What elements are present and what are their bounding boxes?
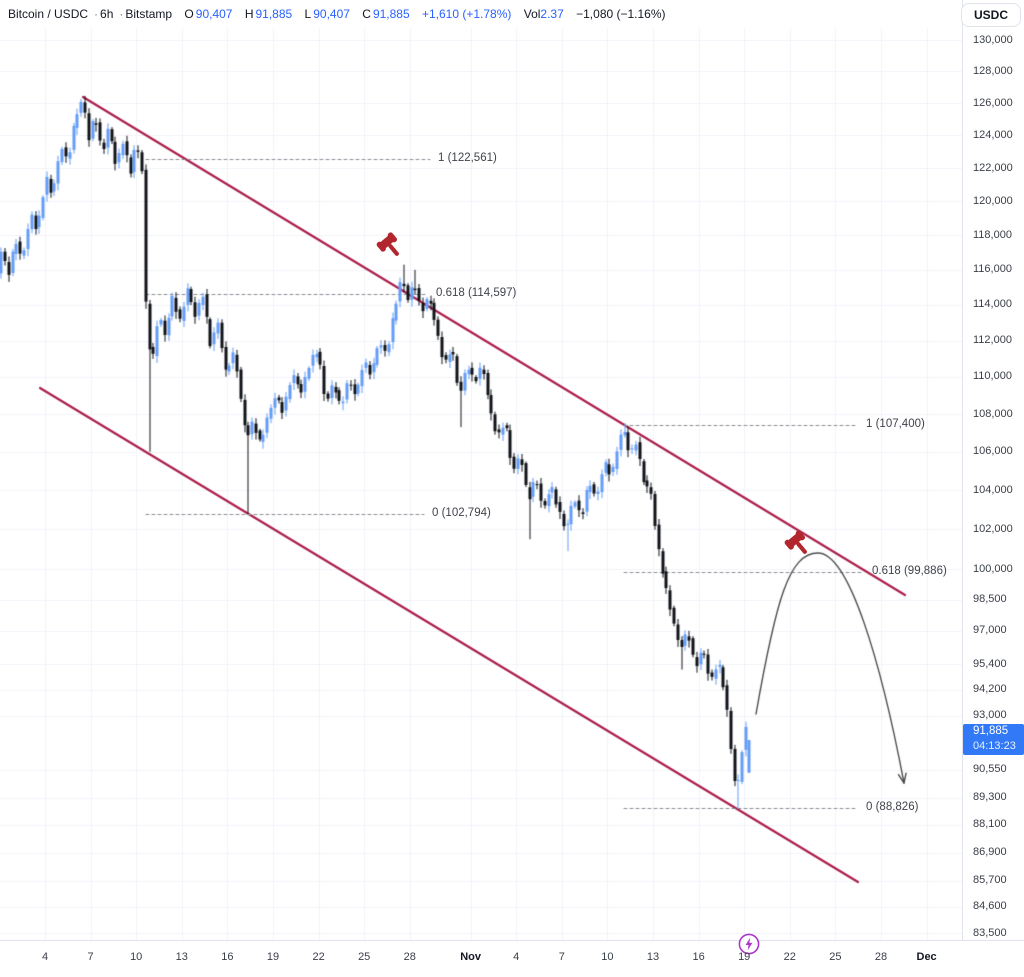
lightning-button[interactable] (737, 932, 761, 956)
change-value: +1,610 (+1.78%) (421, 7, 512, 21)
open-key: O (184, 7, 194, 21)
lightning-icon (738, 933, 760, 955)
currency-toggle-button[interactable]: USDC (961, 3, 1021, 27)
volume-value: 2.37 (540, 7, 564, 21)
volume-change: −1,080 (−1.16%) (576, 7, 666, 21)
low-value: 90,407 (313, 7, 350, 21)
high-value: 91,885 (255, 7, 293, 21)
interval-label[interactable]: 6h (100, 7, 114, 21)
symbol-name[interactable]: Bitcoin / USDC (8, 7, 89, 21)
close-value: 91,885 (372, 7, 410, 21)
price-axis-border (962, 0, 963, 940)
open-value: 90,407 (195, 7, 233, 21)
volume-key: Vol (523, 7, 541, 21)
exchange-label: Bitstamp (125, 7, 173, 21)
time-axis-border (0, 940, 1024, 941)
legend-separator: · (94, 7, 99, 21)
close-key: C (362, 7, 371, 21)
symbol-legend: Bitcoin / USDC · 6h · Bitstamp O 90,407 H 91,8… (8, 7, 668, 21)
low-key: L (304, 7, 312, 21)
legend-separator: · (119, 7, 124, 21)
high-key: H (244, 7, 254, 21)
